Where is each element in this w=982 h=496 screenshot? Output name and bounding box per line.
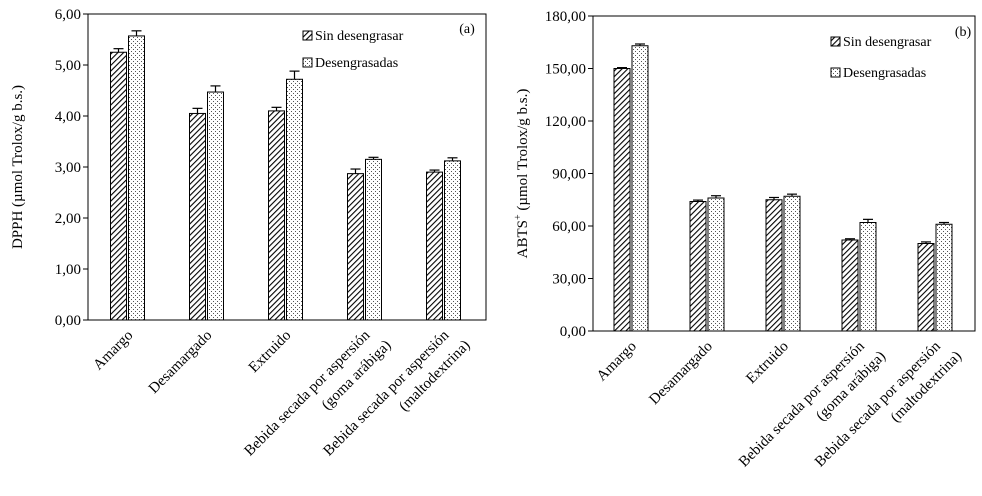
y-tick-label: 2,00	[55, 211, 81, 227]
y-tick-label: 5,00	[55, 58, 81, 74]
y-tick-label: 60,00	[552, 219, 586, 235]
bar-desengrasadas	[286, 78, 303, 321]
bar-desengrasadas	[707, 197, 725, 332]
category-label-line: Extruido	[743, 339, 791, 387]
panel-label: (a)	[459, 22, 475, 37]
bar-desengrasadas	[631, 45, 649, 332]
y-tick-label: 30,00	[552, 272, 586, 288]
y-axis-title: ABTS+ (µmol Trolox/g b.s.)	[513, 89, 531, 259]
bar-sin-desengrasar	[917, 243, 935, 332]
panel-label: (b)	[955, 25, 972, 40]
chart-panel-a: 0,00 1,00 2,00 3,00 4,00 5,00 6,00 DPPH (µmol T…	[10, 7, 487, 459]
bar-desengrasadas	[444, 160, 461, 321]
category-label-line: Bebida secada por aspersión	[242, 327, 374, 459]
y-tick-label: 150,00	[545, 62, 586, 78]
category-label-line: Amargo	[594, 339, 640, 385]
y-tick-label: 1,00	[55, 262, 81, 278]
category-label: Extruido	[246, 328, 294, 376]
chart-panel-b: 0,00 30,00 60,00 90,00 120,00 150,00 180,00 ABT…	[513, 9, 976, 470]
legend-label-desengrasadas: Desengrasadas	[315, 56, 398, 71]
y-axis-title-main: ABTS	[515, 220, 531, 258]
y-axis-title: DPPH (µmol Trolox/g b.s.)	[10, 85, 26, 249]
y-tick-label: 0,00	[55, 313, 81, 329]
category-label: Amargo	[594, 339, 640, 385]
legend-swatch-desengrasadas	[302, 57, 313, 68]
category-label-line: Extruido	[246, 328, 294, 376]
bar-desengrasadas	[365, 158, 382, 321]
y-tick-label: 0,00	[560, 324, 586, 340]
category-label-line: Desamargado	[146, 328, 215, 397]
bar-sin-desengrasar	[189, 112, 206, 321]
y-axis-title-rest: (µmol Trolox/g b.s.)	[515, 89, 531, 215]
y-tick-label: 180,00	[545, 9, 586, 25]
category-label-line: Bebida secada por aspersión	[736, 338, 868, 470]
bar-sin-desengrasar	[689, 201, 707, 332]
bar-desengrasadas	[783, 195, 801, 332]
bar-sin-desengrasar	[347, 173, 364, 321]
bar-desengrasadas	[859, 222, 877, 332]
y-axis-title-sup: +	[513, 214, 524, 220]
legend-label-sin-desengrasar: Sin desengrasar	[843, 35, 932, 50]
category-label: Desamargado	[646, 339, 715, 408]
bar-desengrasadas	[207, 91, 224, 321]
legend-label-desengrasadas: Desengrasadas	[843, 66, 926, 81]
category-label: Extruido	[743, 339, 791, 387]
legend-swatch-sin-desengrasar	[302, 30, 313, 41]
y-tick-label: 4,00	[55, 109, 81, 125]
bar-sin-desengrasar	[268, 110, 285, 321]
bar-sin-desengrasar	[613, 68, 631, 332]
bar-desengrasadas	[128, 35, 145, 321]
legend-label-sin-desengrasar: Sin desengrasar	[315, 29, 404, 44]
category-label: Amargo	[90, 328, 136, 374]
bar-desengrasadas	[935, 223, 953, 332]
category-label-line: Desamargado	[646, 339, 715, 408]
bar-sin-desengrasar	[765, 199, 783, 332]
category-label: Desamargado	[146, 328, 215, 397]
y-tick-label: 90,00	[552, 167, 586, 183]
legend-swatch-desengrasadas	[830, 67, 841, 78]
y-tick-label: 120,00	[545, 114, 586, 130]
bar-sin-desengrasar	[841, 239, 859, 332]
bar-sin-desengrasar	[110, 51, 127, 321]
category-label-line: Amargo	[90, 328, 136, 374]
y-tick-label: 6,00	[55, 7, 81, 23]
legend-swatch-sin-desengrasar	[830, 36, 841, 47]
bar-sin-desengrasar	[426, 171, 443, 321]
y-tick-label: 3,00	[55, 160, 81, 176]
